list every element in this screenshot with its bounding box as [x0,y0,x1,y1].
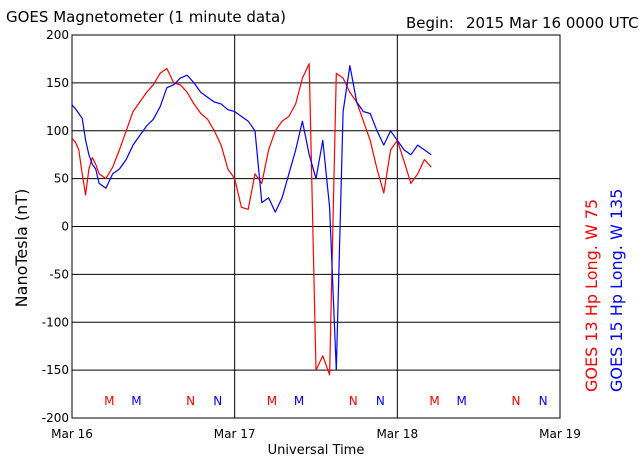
noon-marker: N [539,394,548,408]
y-axis-label: NanoTesla (nT) [12,189,31,308]
y-tick-label: -50 [49,267,69,281]
x-tick-label: Mar 18 [376,427,418,441]
grid [72,35,560,418]
chart-title: GOES Magnetometer (1 minute data) [6,8,286,26]
midnight-marker: M [267,394,277,408]
noon-marker: N [186,394,195,408]
y-tick-labels: -200 -150 -100 -50 0 50 100 150 200 [42,28,69,425]
begin-value: 2015 Mar 16 0000 UTC [466,14,639,32]
x-tick-label: Mar 19 [539,427,581,441]
x-tick-labels: Mar 16 Mar 17 Mar 18 Mar 19 [51,427,581,441]
y-tick-label: 150 [46,76,69,90]
midnight-marker: M [294,394,304,408]
noon-marker: N [376,394,385,408]
y-tick-label: 50 [54,172,69,186]
series-layer [71,63,432,376]
midnight-marker: M [429,394,439,408]
y-tick-label: -100 [42,315,69,329]
x-tick-label: Mar 17 [214,427,256,441]
noon-marker: N [511,394,520,408]
y-tick-label: 200 [46,28,69,42]
y-tick-label: -150 [42,363,69,377]
midnight-marker: M [131,394,141,408]
y-tick-label: -200 [42,411,69,425]
y-tick-label: 0 [61,220,69,234]
y-tick-label: 100 [46,124,69,138]
x-axis-label: Universal Time [268,443,365,458]
noon-marker: N [349,394,358,408]
noon-marker: N [213,394,222,408]
series-goes13-line [71,63,432,376]
goes15-label: GOES 15 Hp Long. W 135 [607,189,626,392]
begin-label: Begin: [406,14,454,32]
midnight-marker: M [457,394,467,408]
x-tick-label: Mar 16 [51,427,93,441]
midnight-marker: M [104,394,114,408]
series-goes15-line [71,64,432,371]
goes13-label: GOES 13 Hp Long. W 75 [582,199,601,392]
